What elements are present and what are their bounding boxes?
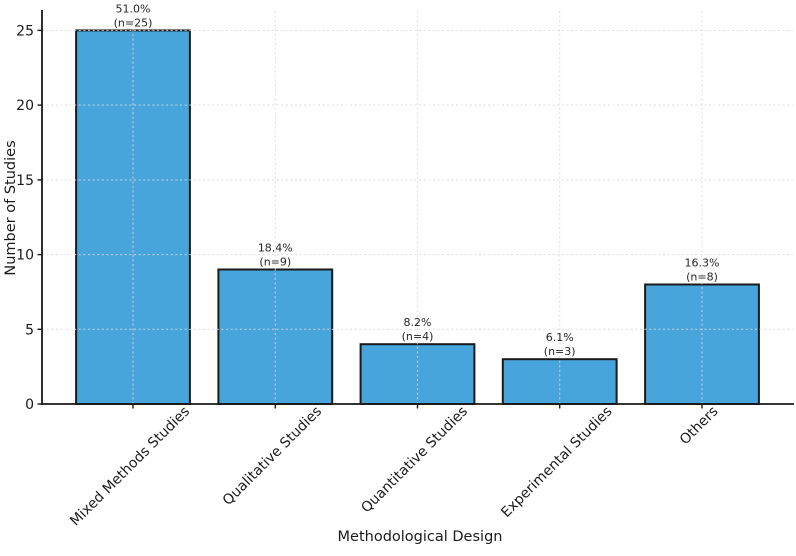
bar-annotation-percent: 6.1% [546,331,574,344]
y-tick-label: 25 [16,23,34,39]
x-tick-label: Qualitative Studies [220,403,325,508]
y-tick-label: 0 [25,397,34,413]
y-tick-label: 5 [25,322,34,338]
x-tick-label: Others [677,403,722,448]
x-tick-label: Mixed Methods Studies [67,404,193,530]
y-tick-label: 20 [16,98,34,114]
bar [501,358,618,406]
x-tick-label: Quantitative Studies [358,403,471,516]
bar [75,29,191,406]
x-axis-label: Methodological Design [338,529,503,545]
bar-annotation-percent: 18.4% [258,242,293,255]
bar-annotation-count: (n=3) [544,345,576,358]
y-axis-label: Number of Studies [3,140,19,275]
y-tick-label: 10 [16,248,34,264]
bar-annotation-count: (n=4) [402,330,434,343]
bar-annotation-count: (n=25) [114,16,153,29]
bar-annotation-count: (n=8) [686,271,718,284]
bar-annotation-percent: 8.2% [404,316,432,329]
bar-annotation-count: (n=9) [259,256,291,269]
bar-annotation-percent: 16.3% [685,257,720,270]
bar-annotation-percent: 51.0% [116,2,151,15]
x-tick-label: Experimental Studies [498,404,615,521]
y-tick-label: 15 [16,173,34,189]
